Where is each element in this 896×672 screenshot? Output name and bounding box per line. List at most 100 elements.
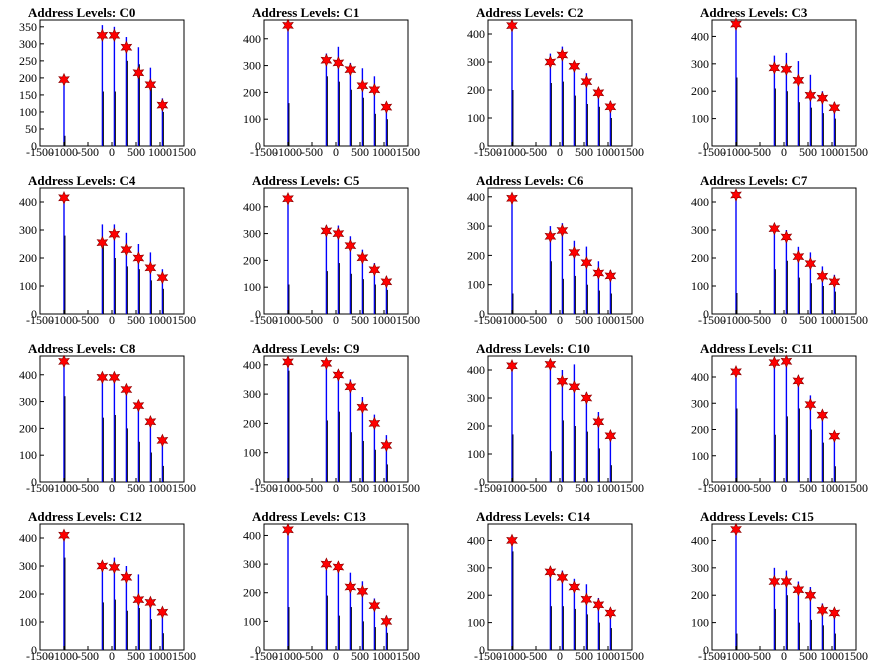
subplot: Address Levels: C8 0 100 200 300 400 -1500-100… <box>19 341 196 495</box>
x-tick-label: 0 <box>557 313 563 327</box>
subplot: Address Levels: C10 0 100 200 300 400 -1500-10… <box>467 341 644 495</box>
x-tick-label: -500 <box>525 145 547 159</box>
x-tick-label: -1000 <box>50 481 78 495</box>
y-tick-label: 200 <box>19 71 37 85</box>
x-tick-label: 1500 <box>172 145 196 159</box>
star-marker <box>604 429 617 443</box>
y-tick-label: 400 <box>467 533 485 547</box>
x-tick-label: 0 <box>333 313 339 327</box>
y-tick-label: 400 <box>467 190 485 204</box>
x-tick-label: 1500 <box>396 481 420 495</box>
y-tick-label: 300 <box>243 227 261 241</box>
y-tick-label: 200 <box>19 251 37 265</box>
star-marker <box>780 574 793 589</box>
x-tick-label: -1500 <box>474 313 502 327</box>
star-marker <box>332 226 345 241</box>
star-marker <box>828 429 841 443</box>
x-tick-label: -500 <box>77 649 99 663</box>
star-marker <box>730 522 742 537</box>
star-marker <box>144 595 157 610</box>
star-marker <box>368 82 381 97</box>
x-tick-label: -500 <box>301 649 323 663</box>
star-marker <box>804 588 817 602</box>
star-marker <box>108 560 121 575</box>
x-tick-label: 1500 <box>396 145 420 159</box>
x-tick-label: 1000 <box>596 313 620 327</box>
x-tick-label: -1000 <box>498 649 526 663</box>
star-marker <box>730 188 742 202</box>
x-tick-label: 0 <box>557 145 563 159</box>
star-marker <box>804 397 817 412</box>
star-marker <box>580 391 593 405</box>
star-marker <box>580 74 593 89</box>
x-tick-label: -1500 <box>250 649 278 663</box>
x-tick-label: 0 <box>781 649 787 663</box>
x-tick-label: 1000 <box>596 145 620 159</box>
x-tick-label: -1500 <box>250 145 278 159</box>
x-tick-label: -500 <box>77 313 99 327</box>
x-tick-label: 500 <box>351 145 369 159</box>
star-marker <box>828 275 841 289</box>
subplot: Address Levels: C4 0 100 200 300 400 -1500-100… <box>19 173 196 327</box>
x-tick-label: 1500 <box>172 481 196 495</box>
star-marker <box>332 368 345 382</box>
star-marker <box>320 557 333 571</box>
x-tick-label: 1000 <box>372 481 396 495</box>
subplot-title: Address Levels: C15 <box>700 509 814 524</box>
x-tick-label: -1500 <box>26 145 54 159</box>
star-marker <box>580 255 593 270</box>
y-tick-label: 200 <box>691 251 709 265</box>
x-tick-label: 500 <box>799 649 817 663</box>
y-tick-label: 100 <box>691 279 709 293</box>
star-marker <box>816 91 829 105</box>
subplot-title: Address Levels: C5 <box>252 173 360 188</box>
star-marker <box>144 77 157 92</box>
x-tick-label: 1500 <box>844 481 868 495</box>
x-tick-label: -500 <box>749 145 771 159</box>
x-tick-label: 0 <box>781 313 787 327</box>
y-tick-label: 0 <box>479 307 485 321</box>
star-marker <box>132 398 145 413</box>
star-marker <box>356 250 369 265</box>
y-tick-label: 100 <box>19 279 37 293</box>
y-tick-label: 0 <box>479 139 485 153</box>
star-marker <box>282 18 294 33</box>
y-tick-label: 200 <box>19 421 37 435</box>
subplot: Address Levels: C7 0 100 200 300 400 -1500-100… <box>691 173 868 327</box>
star-marker <box>380 100 393 114</box>
x-tick-label: 0 <box>781 145 787 159</box>
subplot-title: Address Levels: C13 <box>252 509 366 524</box>
star-marker <box>96 28 109 43</box>
star-marker <box>380 275 393 289</box>
y-tick-label: 0 <box>31 643 37 657</box>
x-tick-label: 0 <box>109 145 115 159</box>
star-marker <box>780 354 793 369</box>
x-tick-label: 500 <box>351 481 369 495</box>
star-marker <box>816 603 829 618</box>
x-tick-label: 1500 <box>172 313 196 327</box>
star-marker <box>556 570 569 585</box>
star-marker <box>320 356 333 371</box>
star-marker <box>604 269 617 283</box>
x-tick-label: 0 <box>781 481 787 495</box>
star-marker <box>344 62 357 77</box>
x-tick-label: -1000 <box>722 649 750 663</box>
x-tick-label: -500 <box>749 313 771 327</box>
y-tick-label: 200 <box>691 84 709 98</box>
star-marker <box>768 355 781 370</box>
star-marker <box>380 438 393 453</box>
star-marker <box>156 605 169 619</box>
x-tick-label: 1500 <box>844 313 868 327</box>
subplot-title: Address Levels: C1 <box>252 5 359 20</box>
x-tick-label: -1000 <box>50 145 78 159</box>
x-tick-label: 500 <box>799 481 817 495</box>
x-tick-label: 1000 <box>820 145 844 159</box>
star-marker <box>344 238 357 253</box>
star-marker <box>356 400 369 415</box>
x-tick-label: -500 <box>301 481 323 495</box>
subplot-title: Address Levels: C4 <box>28 173 136 188</box>
y-tick-label: 100 <box>691 616 709 630</box>
subplot-title: Address Levels: C11 <box>700 341 813 356</box>
y-tick-label: 300 <box>243 387 261 401</box>
